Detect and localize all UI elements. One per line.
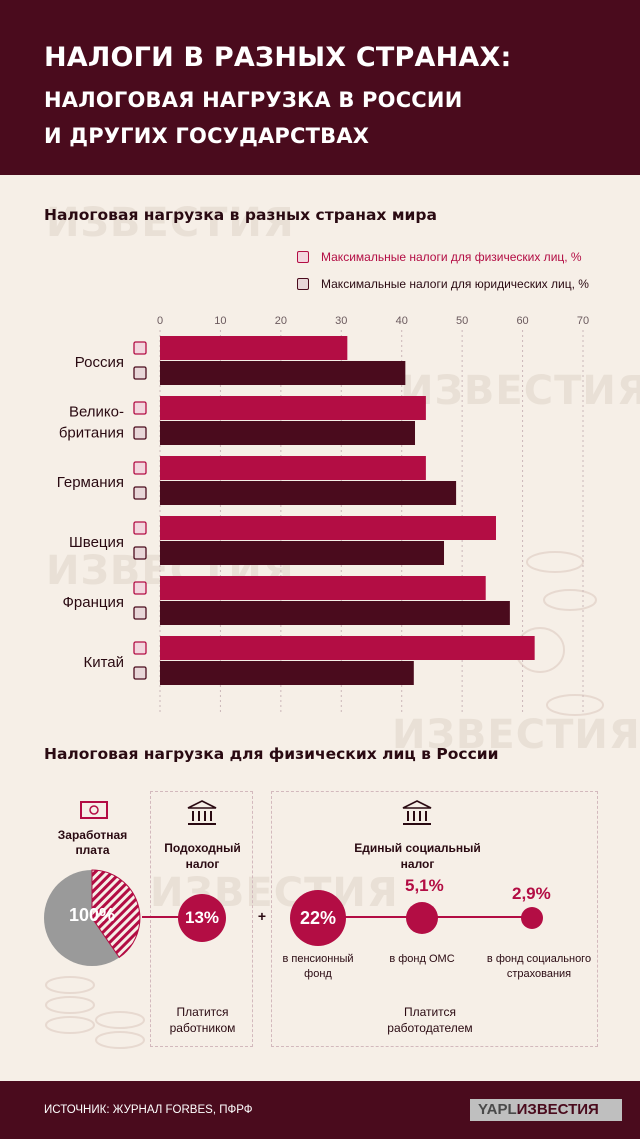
badge-prefix: YAPL	[478, 1101, 517, 1118]
category-label: Франция	[63, 594, 124, 611]
salary-pct: 100%	[68, 905, 116, 925]
source-text: ИСТОЧНИК: ЖУРНАЛ FORBES, ПФРФ	[44, 1104, 253, 1116]
social-insurance-label: в фонд социального страхования	[486, 953, 592, 980]
money-icon	[80, 801, 108, 819]
chart-title: Налоговая нагрузка в разных странах мира	[44, 206, 437, 224]
building-icon	[133, 521, 147, 535]
income-tax-label: Подоходный налог	[164, 841, 241, 871]
category-label: Германия	[57, 474, 124, 491]
social-insurance-dot	[521, 907, 543, 929]
site-badge: YAPLИЗВЕСТИЯ	[470, 1099, 622, 1121]
legend-label-companies: Максимальные налоги для юридических лиц,…	[321, 277, 589, 291]
header-title-line1: НАЛОГИ В РАЗНЫХ СТРАНАХ:	[44, 42, 512, 73]
oms-dot	[406, 902, 438, 934]
social-tax-label: Единый социальный налог	[354, 841, 481, 871]
bar	[160, 421, 416, 445]
social-tax-box	[271, 791, 598, 1047]
bar	[160, 541, 445, 565]
bar	[160, 661, 414, 685]
x-tick-label: 10	[214, 315, 226, 327]
category-label: Китай	[83, 654, 124, 671]
x-tick-label: 70	[577, 315, 589, 327]
bar	[160, 636, 535, 660]
building-icon	[133, 341, 147, 355]
oms-label: в фонд ОМС	[389, 953, 455, 965]
bank-icon	[187, 800, 217, 825]
connector-line	[142, 916, 182, 918]
pension-pct: 22%	[290, 890, 346, 946]
x-tick-label: 50	[456, 315, 468, 327]
bar	[160, 396, 426, 420]
category-label: британия	[59, 425, 124, 442]
footer: ИСТОЧНИК: ЖУРНАЛ FORBES, ПФРФ YAPLИЗВЕСТ…	[0, 1081, 640, 1139]
watermark-logo: ИЗВЕСТИЯ	[46, 200, 295, 246]
safe-icon	[133, 486, 147, 500]
bar	[160, 576, 486, 600]
social-tax-payer: Платится работодателем	[387, 1005, 473, 1035]
coins-stack-decoration-icon	[45, 976, 145, 1049]
legend-item-companies: Максимальные налоги для юридических лиц,…	[297, 276, 589, 292]
bar	[160, 481, 457, 505]
income-tax-payer: Платится работником	[169, 1005, 236, 1035]
bar	[160, 456, 426, 480]
legend-label-individuals: Максимальные налоги для физических лиц, …	[321, 250, 582, 264]
x-tick-label: 20	[275, 315, 287, 327]
x-tick-label: 0	[157, 315, 163, 327]
social-insurance-pct: 2,9%	[512, 884, 551, 903]
badge-brand: ИЗВЕСТИЯ	[516, 1101, 599, 1118]
watermark-logo: ИЗВЕСТИЯ	[400, 368, 640, 414]
x-tick-label: 30	[335, 315, 347, 327]
bar	[160, 601, 510, 625]
bar-chart: 0 10 20 30 40 50 60 70 Россия Велико-британия Герм…	[57, 315, 589, 715]
x-tick-label: 60	[516, 315, 528, 327]
legend-item-individuals: Максимальные налоги для физических лиц, …	[297, 249, 582, 265]
building-icon	[133, 641, 147, 655]
category-label: Велико-	[69, 404, 124, 421]
building-icon	[133, 581, 147, 595]
safe-icon	[133, 366, 147, 380]
category-label: Россия	[75, 354, 124, 371]
safe-icon	[133, 666, 147, 680]
header-banner: НАЛОГИ В РАЗНЫХ СТРАНАХ: НАЛОГОВАЯ НАГРУ…	[0, 0, 640, 175]
safe-icon	[297, 278, 309, 290]
bar	[160, 336, 348, 360]
x-tick-label: 40	[396, 315, 408, 327]
building-icon	[297, 251, 309, 263]
header-title-line3: И ДРУГИХ ГОСУДАРСТВАХ	[44, 124, 370, 148]
safe-icon	[133, 426, 147, 440]
salary-label: Заработная плата	[57, 828, 128, 857]
bank-icon	[402, 800, 432, 825]
building-icon	[133, 461, 147, 475]
safe-icon	[133, 546, 147, 560]
pension-label: в пенсионный фонд	[282, 953, 354, 980]
building-icon	[133, 401, 147, 415]
oms-pct: 5,1%	[405, 876, 444, 895]
watermark-logo: ИЗВЕСТИЯ	[392, 712, 640, 758]
income-tax-box	[150, 791, 253, 1047]
category-label: Швеция	[69, 534, 124, 551]
safe-icon	[133, 606, 147, 620]
salary-pie	[44, 869, 141, 966]
header-title-line2: НАЛОГОВАЯ НАГРУЗКА В РОССИИ	[44, 88, 463, 112]
plus-sign: +	[257, 908, 267, 924]
section2-title: Налоговая нагрузка для физических лиц в …	[44, 745, 499, 763]
income-tax-pct: 13%	[178, 894, 226, 942]
bar	[160, 516, 496, 540]
bar	[160, 361, 406, 385]
